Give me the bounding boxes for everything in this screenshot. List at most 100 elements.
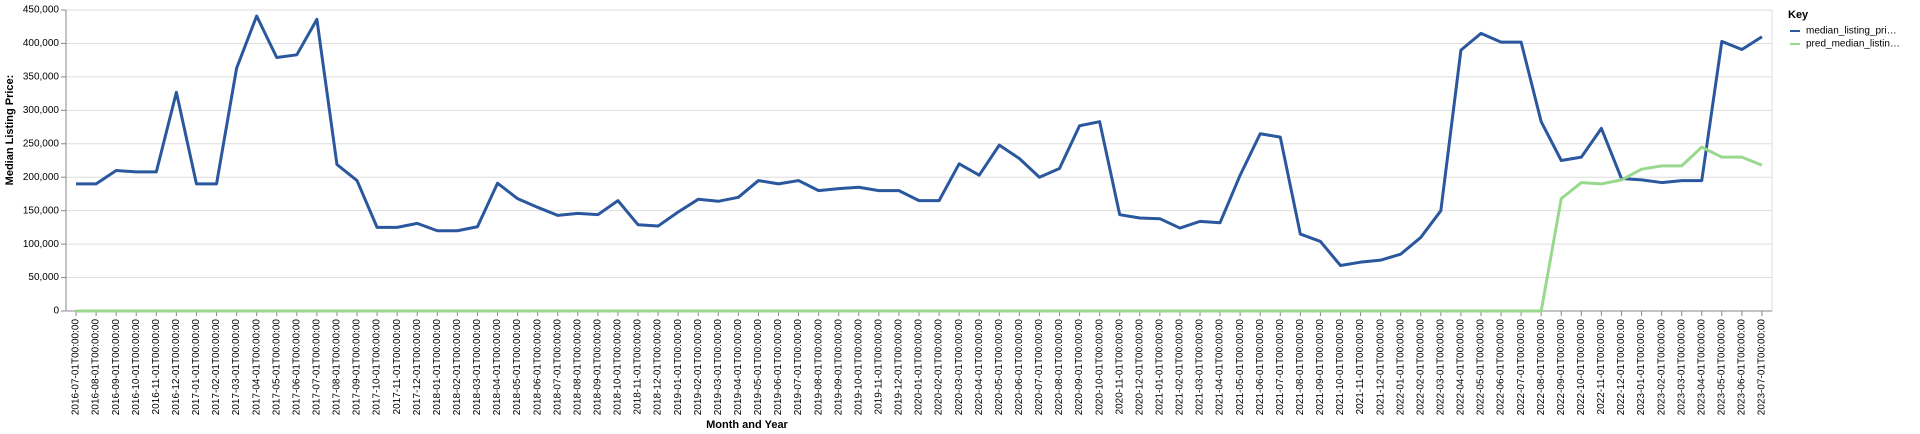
x-tick-label: 2017-12-01T00:00:00 [412, 319, 423, 416]
x-tick-label: 2021-06-01T00:00:00 [1255, 319, 1266, 416]
x-tick-label: 2023-05-01T00:00:00 [1716, 319, 1727, 416]
x-tick-label: 2020-09-01T00:00:00 [1074, 319, 1085, 416]
x-tick-label: 2018-09-01T00:00:00 [593, 319, 604, 416]
x-tick-label: 2016-10-01T00:00:00 [131, 319, 142, 416]
y-tick-label: 0 [53, 306, 59, 317]
legend-label: median_listing_pri… [1806, 26, 1897, 37]
x-tick-label: 2018-01-01T00:00:00 [432, 319, 443, 416]
x-tick-label: 2023-07-01T00:00:00 [1757, 319, 1768, 416]
x-tick-label: 2022-11-01T00:00:00 [1596, 319, 1607, 415]
legend-label: pred_median_listin… [1806, 39, 1900, 50]
x-tick-label: 2022-10-01T00:00:00 [1576, 319, 1587, 416]
x-tick-label: 2019-08-01T00:00:00 [813, 319, 824, 416]
x-tick-label: 2021-05-01T00:00:00 [1235, 319, 1246, 416]
x-tick-label: 2019-10-01T00:00:00 [853, 319, 864, 416]
x-tick-label: 2020-08-01T00:00:00 [1054, 319, 1065, 416]
y-tick-label: 400,000 [23, 38, 60, 49]
x-tick-label: 2017-02-01T00:00:00 [211, 319, 222, 416]
x-tick-label: 2017-08-01T00:00:00 [332, 319, 343, 416]
x-tick-label: 2022-03-01T00:00:00 [1435, 319, 1446, 416]
x-tick-label: 2020-05-01T00:00:00 [994, 319, 1005, 416]
x-tick-label: 2022-01-01T00:00:00 [1395, 319, 1406, 416]
x-tick-label: 2017-01-01T00:00:00 [191, 319, 202, 416]
x-tick-label: 2017-10-01T00:00:00 [372, 319, 383, 416]
x-tick-label: 2021-11-01T00:00:00 [1355, 319, 1366, 415]
x-tick-label: 2023-04-01T00:00:00 [1696, 319, 1707, 416]
x-tick-label: 2021-08-01T00:00:00 [1295, 319, 1306, 416]
x-tick-label: 2019-06-01T00:00:00 [773, 319, 784, 416]
legend-title: Key [1788, 9, 1809, 21]
x-tick-label: 2018-06-01T00:00:00 [532, 319, 543, 416]
x-tick-label: 2019-01-01T00:00:00 [673, 319, 684, 416]
y-tick-label: 50,000 [28, 272, 59, 283]
x-tick-label: 2020-06-01T00:00:00 [1014, 319, 1025, 416]
y-tick-label: 200,000 [23, 172, 60, 183]
x-tick-label: 2022-08-01T00:00:00 [1536, 319, 1547, 416]
y-tick-label: 350,000 [23, 72, 60, 83]
x-tick-label: 2020-03-01T00:00:00 [954, 319, 965, 416]
x-tick-label: 2019-02-01T00:00:00 [693, 319, 704, 416]
x-tick-label: 2020-11-01T00:00:00 [1114, 319, 1125, 415]
x-tick-label: 2019-03-01T00:00:00 [713, 319, 724, 416]
x-tick-label: 2022-06-01T00:00:00 [1496, 319, 1507, 416]
x-tick-label: 2021-10-01T00:00:00 [1335, 319, 1346, 416]
x-tick-label: 2018-08-01T00:00:00 [572, 319, 583, 416]
x-tick-label: 2022-07-01T00:00:00 [1516, 319, 1527, 416]
x-tick-label: 2021-01-01T00:00:00 [1154, 319, 1165, 416]
x-tick-label: 2020-02-01T00:00:00 [934, 319, 945, 416]
y-tick-label: 300,000 [23, 105, 60, 116]
x-tick-label: 2018-12-01T00:00:00 [653, 319, 664, 416]
x-axis-title: Month and Year [706, 419, 788, 431]
x-tick-label: 2021-12-01T00:00:00 [1375, 319, 1386, 416]
x-tick-label: 2017-09-01T00:00:00 [352, 319, 363, 416]
x-tick-label: 2019-07-01T00:00:00 [793, 319, 804, 416]
y-tick-label: 150,000 [23, 205, 60, 216]
line-series [76, 145, 1763, 313]
x-tick-label: 2018-02-01T00:00:00 [452, 319, 463, 416]
x-tick-label: 2017-05-01T00:00:00 [271, 319, 282, 416]
x-tick-label: 2022-02-01T00:00:00 [1415, 319, 1426, 416]
x-tick-label: 2019-12-01T00:00:00 [894, 319, 905, 416]
x-tick-label: 2017-11-01T00:00:00 [392, 319, 403, 415]
y-tick-label: 450,000 [23, 5, 60, 16]
x-tick-label: 2017-07-01T00:00:00 [312, 319, 323, 416]
x-tick-label: 2017-06-01T00:00:00 [291, 319, 302, 416]
x-tick-label: 2016-09-01T00:00:00 [111, 319, 122, 416]
y-axis-title: Median Listing Price: [4, 75, 16, 186]
x-tick-label: 2022-12-01T00:00:00 [1616, 319, 1627, 416]
y-tick-label: 100,000 [23, 239, 60, 250]
x-tick-label: 2022-09-01T00:00:00 [1556, 319, 1567, 416]
x-tick-label: 2017-04-01T00:00:00 [251, 319, 262, 416]
x-tick-label: 2018-03-01T00:00:00 [472, 319, 483, 416]
x-tick-label: 2020-04-01T00:00:00 [974, 319, 985, 416]
x-tick-label: 2021-07-01T00:00:00 [1275, 319, 1286, 416]
x-tick-label: 2023-02-01T00:00:00 [1656, 319, 1667, 416]
x-tick-label: 2022-05-01T00:00:00 [1476, 319, 1487, 416]
x-tick-label: 2018-05-01T00:00:00 [512, 319, 523, 416]
x-tick-label: 2021-03-01T00:00:00 [1195, 319, 1206, 416]
line-series [76, 14, 1763, 268]
x-tick-label: 2020-12-01T00:00:00 [1134, 319, 1145, 416]
x-tick-label: 2018-11-01T00:00:00 [633, 319, 644, 415]
x-tick-label: 2018-10-01T00:00:00 [613, 319, 624, 416]
x-tick-label: 2020-10-01T00:00:00 [1094, 319, 1105, 416]
x-tick-label: 2023-06-01T00:00:00 [1737, 319, 1748, 416]
x-tick-label: 2023-01-01T00:00:00 [1636, 319, 1647, 416]
x-tick-label: 2017-03-01T00:00:00 [231, 319, 242, 416]
x-tick-label: 2016-11-01T00:00:00 [151, 319, 162, 415]
x-tick-label: 2021-04-01T00:00:00 [1215, 319, 1226, 416]
x-tick-label: 2019-04-01T00:00:00 [733, 319, 744, 416]
x-tick-label: 2019-11-01T00:00:00 [873, 319, 884, 415]
x-tick-label: 2019-05-01T00:00:00 [753, 319, 764, 416]
x-tick-label: 2019-09-01T00:00:00 [833, 319, 844, 416]
x-tick-label: 2021-02-01T00:00:00 [1175, 319, 1186, 416]
x-tick-label: 2016-08-01T00:00:00 [91, 319, 102, 416]
x-tick-label: 2018-04-01T00:00:00 [492, 319, 503, 416]
x-tick-label: 2016-12-01T00:00:00 [171, 319, 182, 416]
x-tick-label: 2016-07-01T00:00:00 [71, 319, 82, 416]
x-tick-label: 2022-04-01T00:00:00 [1456, 319, 1467, 416]
x-tick-label: 2020-07-01T00:00:00 [1034, 319, 1045, 416]
x-tick-label: 2023-03-01T00:00:00 [1676, 319, 1687, 416]
y-tick-label: 250,000 [23, 138, 60, 149]
